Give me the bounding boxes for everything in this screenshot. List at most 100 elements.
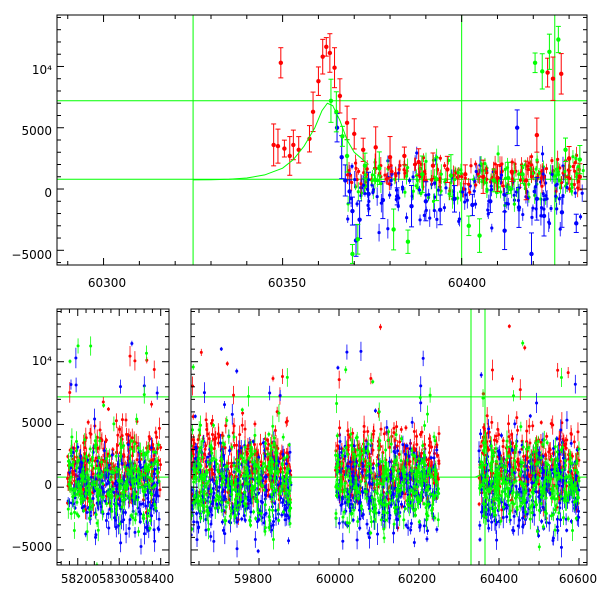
top-data-point	[561, 194, 565, 198]
bottom-data-point	[125, 464, 129, 468]
top-data-point	[573, 191, 577, 195]
bottom-data-point	[76, 482, 80, 486]
bottom-data-point	[388, 445, 392, 449]
top-data-point	[503, 193, 507, 198]
top-data-point	[373, 177, 377, 181]
bottom-data-point	[118, 485, 122, 489]
top-data-point	[427, 192, 431, 197]
bottom-data-point	[253, 442, 257, 446]
bottom-data-point	[89, 344, 93, 348]
top-data-point	[452, 196, 457, 202]
top-data-point	[391, 227, 396, 232]
top-data-point	[581, 168, 585, 173]
bottom-data-point	[138, 520, 142, 524]
bottom-data-point	[260, 466, 264, 470]
top-data-point	[422, 213, 426, 217]
bottom-data-point	[98, 439, 102, 443]
bottom-data-point	[115, 470, 119, 474]
bottom-data-point	[108, 478, 112, 482]
bottom-data-point	[73, 506, 77, 510]
bottom-data-point	[239, 454, 243, 458]
bottom-data-point	[136, 446, 140, 450]
bottom-data-point	[73, 510, 77, 514]
top-data-point	[356, 190, 360, 194]
bottom-data-point	[140, 485, 144, 489]
bottom-data-point	[243, 427, 247, 431]
bottom-data-point	[142, 490, 146, 494]
bottom-data-point	[250, 490, 254, 494]
top-data-point	[567, 187, 572, 191]
bottom-data-point	[257, 466, 261, 470]
bottom-data-point	[144, 525, 148, 529]
bottom-data-point	[129, 487, 133, 491]
bottom-data-point	[405, 446, 409, 450]
bottom-data-point	[66, 476, 70, 480]
bottom-data-point	[215, 462, 219, 466]
bottom-data-point	[104, 456, 108, 460]
top-data-point	[473, 202, 478, 206]
bottom-data-point	[263, 475, 267, 479]
bottom-data-point	[281, 476, 285, 480]
bottom-data-point	[106, 407, 110, 411]
top-data-point	[502, 228, 507, 233]
bottom-data-point	[128, 469, 132, 473]
bottom-data-point	[148, 519, 152, 523]
bottom-data-point	[240, 517, 244, 521]
bottom-data-point	[118, 442, 122, 446]
bottom-data-point	[273, 471, 277, 475]
top-data-point	[404, 216, 409, 220]
top-data-point	[375, 194, 379, 199]
bottom-data-point	[156, 447, 160, 451]
bottom-data-point	[77, 466, 81, 470]
bottom-data-point	[125, 494, 129, 498]
bottom-data-point	[269, 476, 273, 480]
bottom-data-point	[154, 509, 158, 513]
bottom-data-point	[243, 518, 247, 522]
bottom-data-point	[141, 502, 145, 506]
top-data-point	[456, 196, 460, 200]
bottom-data-point	[72, 489, 76, 493]
bottom-data-point	[271, 486, 275, 490]
top-data-point	[576, 186, 580, 190]
bottom-data-point	[219, 347, 223, 351]
top-data-point	[472, 189, 476, 193]
bottom-data-point	[287, 443, 291, 447]
bottom-data-point	[85, 470, 89, 474]
bottom-data-point	[97, 474, 101, 478]
top-y-tick-label-10000: 10⁴	[32, 63, 52, 77]
bottom-data-point	[116, 433, 120, 437]
bottom-data-point	[253, 433, 257, 437]
bottom-data-point	[194, 445, 198, 449]
bottom-data-point	[264, 480, 268, 484]
bottom-data-point	[85, 510, 89, 514]
bottom-data-point	[197, 428, 201, 432]
top-data-point	[575, 175, 579, 179]
bottom-data-point	[98, 488, 102, 492]
bottom-data-point	[107, 463, 111, 467]
top-data-point	[563, 169, 567, 174]
bottom-data-point	[288, 479, 292, 483]
bottom-data-point	[142, 513, 146, 517]
bottom-data-point	[81, 477, 85, 481]
top-data-point	[544, 181, 548, 185]
bottom-data-point	[112, 471, 116, 475]
top-data-point	[466, 223, 472, 228]
bottom-data-point	[221, 441, 225, 445]
bottom-data-point	[153, 460, 157, 464]
top-data-point	[432, 208, 436, 213]
bottom-data-point	[287, 509, 291, 513]
top-data-point	[580, 191, 584, 195]
bottom-data-point	[210, 502, 214, 506]
bottom-data-point	[195, 512, 199, 515]
bottom-data-point	[84, 492, 88, 496]
top-data-point	[453, 178, 457, 182]
bottom-data-point	[71, 469, 75, 473]
bottom-data-point	[90, 458, 94, 462]
bottom-data-point	[123, 498, 127, 502]
top-data-point	[406, 165, 410, 170]
bottom-data-point	[77, 514, 81, 518]
bottom-data-point	[221, 488, 225, 492]
bottom-data-point	[97, 466, 101, 470]
bottom-data-point	[228, 514, 232, 518]
bottom-data-point	[88, 447, 92, 451]
